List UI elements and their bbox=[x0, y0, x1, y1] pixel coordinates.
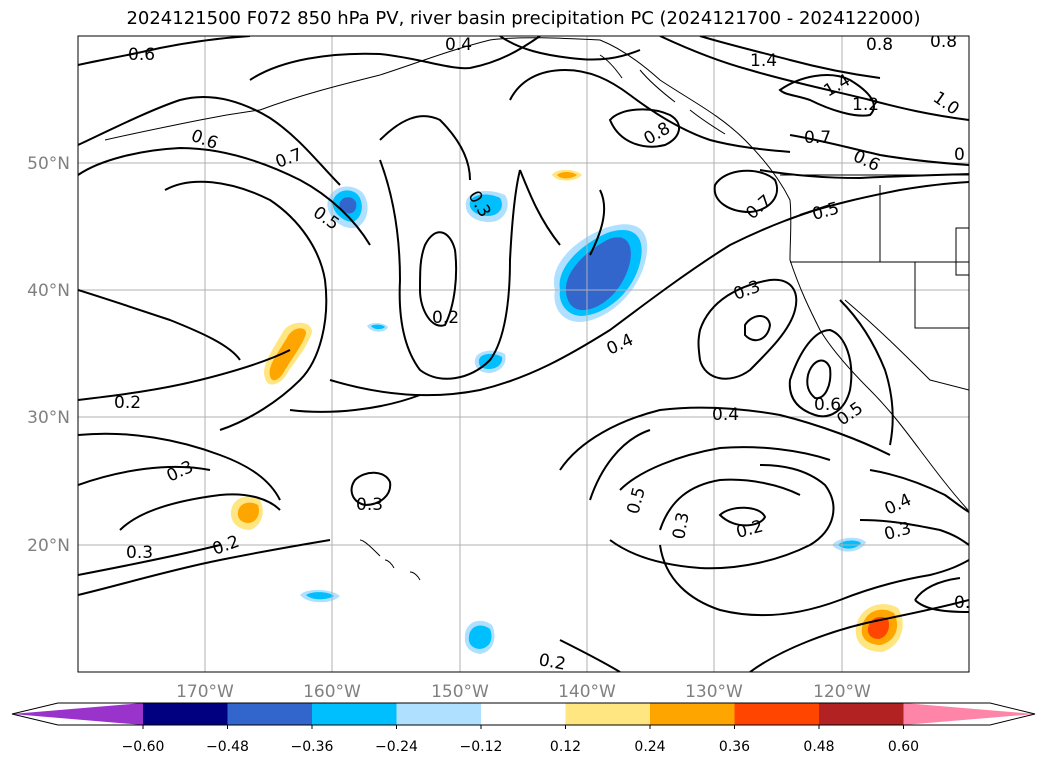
contour-label: 0.6 bbox=[128, 45, 155, 65]
contour-label: 0.6 bbox=[814, 395, 841, 415]
colorbar-segment bbox=[565, 703, 651, 725]
colorbar-tick-label: −0.12 bbox=[460, 739, 503, 755]
contour-label: 0 bbox=[954, 145, 965, 165]
colorbar-segment bbox=[143, 703, 228, 725]
map-area: 0.6 0.4 0.8 0.8 1.4 1.4 1.2 1.0 0 0.6 0.… bbox=[78, 32, 981, 674]
lon-tick: 120°W bbox=[813, 682, 871, 702]
colorbar-tick-label: 0.12 bbox=[550, 739, 581, 755]
chart-title: 2024121500 F072 850 hPa PV, river basin … bbox=[126, 8, 921, 29]
colorbar-extend-min bbox=[12, 703, 143, 725]
colorbar-outline bbox=[11, 702, 1036, 726]
positive-blob-southwest bbox=[230, 496, 263, 530]
colorbar-segment bbox=[650, 703, 735, 725]
lat-tick: 20°N bbox=[27, 536, 70, 556]
map-frame bbox=[77, 35, 970, 673]
lon-tick: 160°W bbox=[303, 682, 361, 702]
contour-label: 0.7 bbox=[804, 128, 831, 148]
contour-label: 0.2 bbox=[432, 308, 459, 328]
contour-label: 0.8 bbox=[930, 32, 957, 52]
negative-blob-south-2 bbox=[300, 589, 340, 603]
contour-label: 0.8 bbox=[866, 35, 893, 55]
colorbar-segment bbox=[481, 703, 566, 725]
negative-blob-north bbox=[327, 186, 368, 229]
lat-tick: 50°N bbox=[27, 154, 70, 174]
negative-blob-south-1 bbox=[464, 620, 495, 654]
colorbar-tick-label: −0.24 bbox=[375, 739, 418, 755]
contour-label: 0.2 bbox=[114, 393, 141, 413]
lon-tick: 170°W bbox=[176, 682, 234, 702]
shading-layer bbox=[230, 169, 903, 654]
negative-blob-small bbox=[367, 323, 388, 332]
contour-label: 1.2 bbox=[852, 95, 879, 115]
coastlines bbox=[104, 37, 969, 581]
contour-label: 0.3 bbox=[126, 543, 153, 563]
colorbar-tick-label: −0.60 bbox=[122, 739, 165, 755]
contour-label: 0.0 bbox=[954, 593, 981, 613]
contour-label: 0.4 bbox=[445, 35, 472, 55]
colorbar-segment bbox=[227, 703, 313, 725]
negative-blob-main bbox=[553, 224, 648, 322]
lon-tick-labels: 170°W 160°W 150°W 140°W 130°W 120°W bbox=[176, 682, 871, 702]
contour-label: 0.3 bbox=[356, 495, 383, 515]
pv-contours bbox=[78, 36, 969, 672]
lon-tick: 150°W bbox=[431, 682, 489, 702]
colorbar-tick-label: 0.24 bbox=[634, 739, 665, 755]
colorbar-segment bbox=[819, 703, 904, 725]
colorbar-segment bbox=[734, 703, 820, 725]
colorbar-tick-label: −0.48 bbox=[206, 739, 249, 755]
colorbar-tick-label: 0.36 bbox=[719, 739, 750, 755]
colorbar-segment bbox=[312, 703, 397, 725]
contour-label: 1.4 bbox=[750, 51, 777, 71]
lat-tick: 30°N bbox=[27, 408, 70, 428]
lat-tick: 40°N bbox=[27, 281, 70, 301]
colorbar-tick-label: 0.48 bbox=[803, 739, 834, 755]
colorbar-segment bbox=[396, 703, 482, 725]
contour-label: 0.4 bbox=[712, 405, 739, 425]
lat-tick-labels: 50°N 40°N 30°N 20°N bbox=[27, 154, 70, 556]
contour-label: 0.3 bbox=[669, 511, 693, 541]
positive-blob-north bbox=[552, 169, 582, 181]
positive-blob-west bbox=[264, 322, 312, 385]
lon-tick: 130°W bbox=[685, 682, 743, 702]
colorbar-tick-label: 0.60 bbox=[888, 739, 919, 755]
lon-tick: 140°W bbox=[558, 682, 616, 702]
colorbar-extend-max bbox=[903, 703, 1035, 725]
colorbar: −0.60 −0.48 −0.36 −0.24 −0.12 0.12 0.24 0.36 0.4… bbox=[11, 702, 1036, 755]
colorbar-tick-label: −0.36 bbox=[291, 739, 334, 755]
contour-label: 0.2 bbox=[537, 650, 567, 674]
negative-blob-center-north bbox=[465, 190, 508, 222]
